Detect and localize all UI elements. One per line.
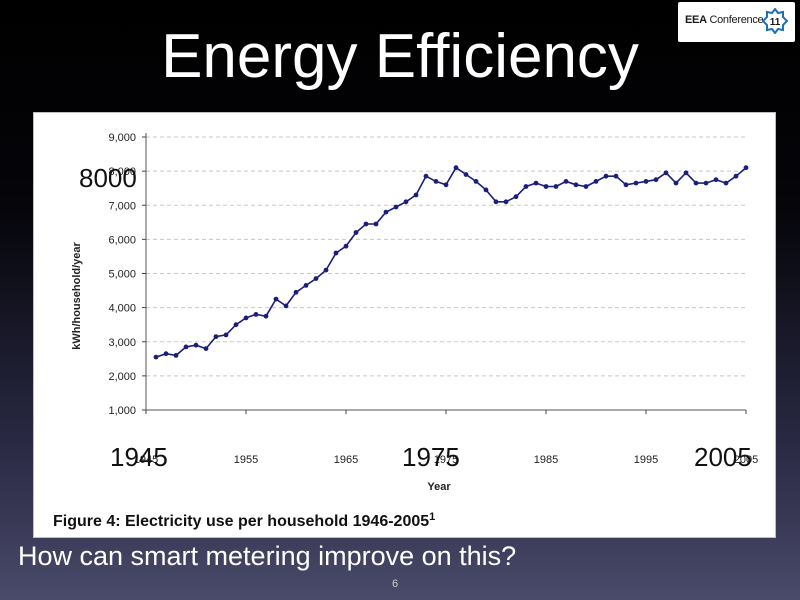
data-point — [593, 179, 599, 184]
data-point — [743, 165, 749, 171]
data-point — [253, 312, 259, 317]
x-tick-label: 1955 — [234, 454, 258, 466]
data-point — [513, 194, 519, 200]
data-point — [603, 173, 609, 179]
series-line — [155, 166, 747, 358]
data-point — [713, 177, 719, 183]
data-point — [213, 334, 219, 339]
data-point — [573, 182, 579, 188]
data-point — [523, 184, 529, 189]
logo-badge-icon: 11 — [762, 8, 788, 34]
data-point — [563, 179, 569, 184]
data-point — [173, 353, 179, 358]
x-tick-label: 1945 — [134, 454, 158, 466]
data-point — [193, 342, 199, 348]
data-point — [733, 173, 739, 179]
x-axis-title: Year — [427, 481, 451, 493]
data-point — [363, 221, 369, 227]
y-tick-label: 7,000 — [108, 200, 136, 212]
data-point — [353, 230, 359, 235]
data-point — [493, 199, 499, 205]
data-point — [633, 180, 639, 186]
data-point — [613, 173, 619, 179]
data-point — [483, 187, 489, 193]
y-tick-label: 5,000 — [108, 269, 136, 281]
conference-logo: EEA Conference 11 — [678, 2, 795, 42]
data-point — [263, 313, 269, 319]
data-point — [383, 209, 389, 215]
chart-frame: 1,000 2,000 3,000 4,000 5,000 6,000 7,000 8,000… — [33, 112, 776, 538]
data-point — [183, 344, 189, 350]
data-point — [623, 182, 629, 188]
data-point — [313, 276, 319, 281]
x-tick-label: 1985 — [534, 454, 558, 466]
y-tick-label: 1,000 — [108, 405, 136, 417]
data-point — [533, 180, 539, 186]
data-point — [423, 173, 429, 179]
data-point — [303, 283, 309, 288]
data-point — [223, 332, 229, 338]
data-point — [673, 180, 679, 186]
y-tick-label: 4,000 — [108, 303, 136, 315]
y-tick-label: 9,000 — [108, 132, 136, 144]
data-point — [323, 267, 329, 273]
data-point — [443, 182, 449, 188]
data-point — [583, 184, 589, 189]
slide-title: Energy Efficiency — [161, 22, 639, 91]
data-point — [243, 315, 249, 321]
data-point — [283, 303, 289, 309]
y-value-annotation: 8000 — [79, 163, 137, 193]
y-tick-label: 8,000 — [108, 166, 136, 178]
data-point — [543, 184, 549, 189]
y-tick-label: 2,000 — [108, 371, 136, 383]
data-point — [553, 184, 559, 189]
data-point — [413, 192, 419, 198]
x-tick-label: 1995 — [634, 454, 658, 466]
data-point — [293, 289, 299, 295]
data-point — [433, 179, 439, 184]
data-point — [393, 204, 399, 210]
data-point — [273, 296, 279, 302]
data-point — [503, 199, 509, 205]
data-point — [203, 346, 209, 351]
logo-badge-text: 11 — [770, 17, 781, 28]
data-point — [343, 243, 349, 249]
x-tick-label: 2005 — [734, 454, 758, 466]
data-point — [473, 179, 479, 184]
data-point — [403, 199, 409, 205]
chart-caption: Figure 4: Electricity use per household … — [53, 511, 435, 530]
slide-question: How can smart metering improve on this? — [18, 541, 517, 571]
y-axis-title: kWh/household/year — [71, 241, 83, 349]
y-tick-label: 6,000 — [108, 234, 136, 246]
data-point — [233, 322, 239, 328]
data-point — [693, 180, 699, 186]
electricity-chart: 1,000 2,000 3,000 4,000 5,000 6,000 7,000 8,000… — [53, 132, 758, 530]
data-point — [723, 180, 729, 186]
data-point — [333, 250, 339, 256]
data-point — [153, 354, 159, 360]
x-tick-label: 1965 — [334, 454, 358, 466]
page-number: 6 — [392, 578, 399, 590]
data-point — [663, 170, 669, 176]
x-year-annotation-1975: 1975 — [402, 442, 460, 472]
data-point — [653, 177, 659, 183]
x-year-annotation-2005: 2005 — [694, 442, 752, 472]
data-point — [163, 351, 169, 357]
logo-text: EEA Conference — [685, 14, 764, 26]
x-tick-label: 1975 — [434, 454, 458, 466]
x-year-annotation-1945: 1945 — [110, 442, 168, 472]
data-point — [463, 172, 469, 177]
data-point — [683, 170, 689, 176]
data-point — [453, 165, 459, 171]
data-point — [373, 221, 379, 227]
data-point — [643, 179, 649, 184]
data-point — [703, 180, 709, 186]
y-tick-label: 3,000 — [108, 337, 136, 349]
